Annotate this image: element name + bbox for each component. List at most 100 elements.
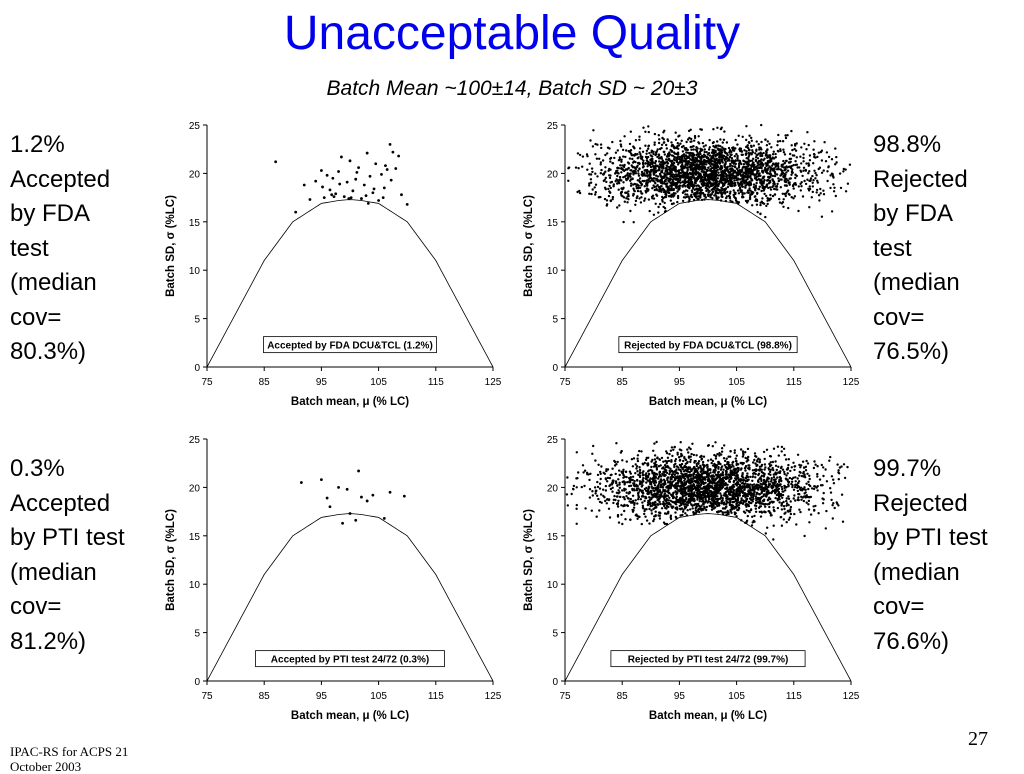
data-point [813, 153, 815, 155]
data-point [849, 164, 851, 166]
data-point [742, 196, 744, 198]
data-point [787, 495, 789, 497]
data-point [760, 141, 762, 143]
data-point [748, 484, 750, 486]
data-point [704, 154, 706, 156]
data-point [746, 178, 748, 180]
data-point [668, 188, 670, 190]
data-point [637, 170, 639, 172]
data-point [832, 502, 834, 504]
data-point [734, 166, 736, 168]
data-point [600, 163, 602, 165]
data-point [590, 182, 592, 184]
data-point [636, 197, 638, 199]
data-point [644, 145, 646, 147]
data-point [695, 196, 697, 198]
data-point [768, 483, 770, 485]
data-point [793, 187, 795, 189]
data-point [623, 166, 625, 168]
pti-rejected-summary: 99.7% Rejected by PTI test (median cov= … [873, 452, 988, 659]
data-point [642, 151, 644, 153]
data-point [628, 167, 630, 169]
data-point [656, 503, 658, 505]
data-point [716, 158, 718, 160]
data-point [669, 185, 671, 187]
data-point [770, 146, 772, 148]
data-point [687, 185, 689, 187]
data-point [672, 480, 674, 482]
data-point [695, 177, 697, 179]
data-point [712, 182, 714, 184]
data-point [637, 492, 639, 494]
data-point [337, 486, 340, 489]
data-point [651, 485, 653, 487]
data-point [710, 169, 712, 171]
data-point [755, 473, 757, 475]
data-point [670, 199, 672, 201]
data-point [728, 480, 730, 482]
data-point [732, 501, 734, 503]
data-point [706, 464, 708, 466]
data-point [730, 466, 732, 468]
data-point [611, 491, 613, 493]
data-point [761, 170, 763, 172]
data-point [751, 151, 753, 153]
data-point [624, 498, 626, 500]
data-point [788, 498, 790, 500]
data-point [785, 181, 787, 183]
data-point [666, 161, 668, 163]
data-point [716, 181, 718, 183]
data-point [666, 170, 668, 172]
data-point [678, 175, 680, 177]
data-point [703, 193, 705, 195]
data-point [632, 465, 634, 467]
data-point [817, 512, 819, 514]
data-point [708, 148, 710, 150]
data-point [716, 140, 718, 142]
data-point [644, 174, 646, 176]
data-point [777, 507, 779, 509]
data-point [797, 477, 799, 479]
data-point [706, 170, 708, 172]
data-point [750, 179, 752, 181]
data-point [790, 506, 792, 508]
data-point [695, 454, 697, 456]
data-point [677, 170, 679, 172]
data-point [792, 164, 794, 166]
data-point [647, 148, 649, 150]
data-point [805, 183, 807, 185]
data-point [692, 174, 694, 176]
data-point [634, 472, 636, 474]
data-point [787, 189, 789, 191]
data-point [767, 510, 769, 512]
data-point [737, 189, 739, 191]
data-point [380, 173, 383, 176]
data-point [392, 151, 395, 154]
data-point [699, 177, 701, 179]
data-point [630, 185, 632, 187]
data-point [712, 460, 714, 462]
data-point [770, 173, 772, 175]
data-point [699, 500, 701, 502]
data-point [738, 166, 740, 168]
data-point [707, 157, 709, 159]
data-point [703, 456, 705, 458]
data-point [753, 515, 755, 517]
data-point [630, 485, 632, 487]
data-point [617, 505, 619, 507]
data-point [839, 172, 841, 174]
data-point [720, 177, 722, 179]
data-point [639, 471, 641, 473]
data-point [685, 141, 687, 143]
data-point [703, 178, 705, 180]
data-point [696, 158, 698, 160]
data-point [668, 499, 670, 501]
y-tick-label: 20 [547, 483, 559, 494]
data-point [776, 144, 778, 146]
data-point [672, 167, 674, 169]
data-point [609, 181, 611, 183]
data-point [713, 141, 715, 143]
y-tick-label: 5 [552, 315, 558, 326]
